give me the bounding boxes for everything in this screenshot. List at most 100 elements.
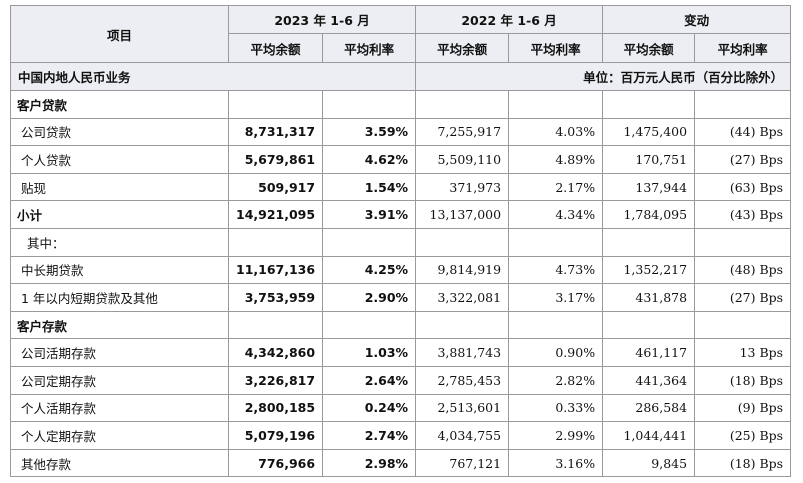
row-label: 个人定期存款 <box>10 421 229 450</box>
cell: 2.17% <box>508 172 604 202</box>
empty-cell <box>602 227 696 257</box>
cell: 2.98% <box>322 448 417 478</box>
cell: 137,944 <box>602 172 696 202</box>
cell: 13,137,000 <box>415 200 510 229</box>
section-row: 中国内地人民币业务 单位：百万元人民币（百分比除外） <box>9 62 792 91</box>
cell: 1,352,217 <box>602 255 696 285</box>
group-header: 变动 <box>602 5 792 34</box>
table-row: 公司定期存款 3,226,817 2.64% 2,785,453 2.82% 441,36… <box>10 365 792 395</box>
empty-cell <box>322 310 417 340</box>
cell: (63) Bps <box>694 172 792 202</box>
row-label: 中长期贷款 <box>10 255 229 285</box>
empty-cell <box>227 90 324 119</box>
empty-cell <box>602 90 696 119</box>
cell: 461,117 <box>602 338 696 367</box>
cell: 1,784,095 <box>602 200 696 229</box>
empty-cell <box>322 90 417 119</box>
empty-cell <box>694 310 792 340</box>
empty-cell <box>415 310 510 340</box>
cell: 0.90% <box>508 338 604 367</box>
cell: (44) Bps <box>694 117 792 147</box>
cell: 4.62% <box>322 145 417 174</box>
cell: 1.54% <box>322 172 417 202</box>
table-row: 个人活期存款 2,800,185 0.24% 2,513,601 0.33% 286,58… <box>10 393 792 423</box>
subheader: 平均利率 <box>322 33 417 63</box>
cell: 14,921,095 <box>227 200 324 229</box>
cell: 3,226,817 <box>227 365 324 395</box>
row-label: 客户贷款 <box>10 90 229 119</box>
cell: 2.82% <box>508 365 604 395</box>
cell: 3.17% <box>508 283 604 312</box>
cell: 5,509,110 <box>415 145 510 174</box>
item-header: 项目 <box>10 5 229 63</box>
table-row: 客户贷款 <box>10 90 792 119</box>
cell: 9,845 <box>602 448 696 478</box>
cell: 2.90% <box>322 283 417 312</box>
subheader-row: 平均余额 平均利率 平均余额 平均利率 平均余额 平均利率 <box>11 33 792 63</box>
subheader: 平均余额 <box>602 33 696 63</box>
empty-cell <box>415 227 510 257</box>
empty-cell <box>508 310 604 340</box>
cell: 4.03% <box>508 117 604 147</box>
cell: 3.16% <box>508 448 604 478</box>
row-label: 其中： <box>10 227 229 257</box>
row-label: 公司活期存款 <box>10 338 229 367</box>
cell: 3,881,743 <box>415 338 510 367</box>
cell: 8,731,317 <box>227 117 324 147</box>
cell: 11,167,136 <box>227 255 324 285</box>
table-row: 其他存款 776,966 2.98% 767,121 3.16% 9,845 (18) Bp… <box>10 448 792 478</box>
cell: 2.64% <box>322 365 417 395</box>
cell: 4,342,860 <box>227 338 324 367</box>
cell: (18) Bps <box>694 448 792 478</box>
cell: (25) Bps <box>694 421 792 450</box>
table-container: 项目 2023 年 1-6 月 2022 年 1-6 月 变动 平均余额 平均利… <box>9 5 792 478</box>
cell: 441,364 <box>602 365 696 395</box>
cell: 0.24% <box>322 393 417 423</box>
cell: 371,973 <box>415 172 510 202</box>
row-label: 客户存款 <box>10 310 229 340</box>
cell: 3.91% <box>322 200 417 229</box>
table-row: 客户存款 <box>10 310 792 340</box>
cell: 2,513,601 <box>415 393 510 423</box>
subheader: 平均余额 <box>415 33 510 63</box>
cell: 4.89% <box>508 145 604 174</box>
cell: 2,800,185 <box>227 393 324 423</box>
cell: 13 Bps <box>694 338 792 367</box>
cell: 286,584 <box>602 393 696 423</box>
section-title: 中国内地人民币业务 <box>9 62 417 91</box>
header-row: 项目 2023 年 1-6 月 2022 年 1-6 月 变动 <box>10 5 792 63</box>
cell: 4.25% <box>322 255 417 285</box>
cell: 776,966 <box>227 448 324 478</box>
empty-cell <box>694 227 792 257</box>
empty-cell <box>508 90 604 119</box>
table-row: 其中： <box>10 227 792 257</box>
empty-cell <box>415 90 510 119</box>
empty-cell <box>322 227 417 257</box>
cell: 2,785,453 <box>415 365 510 395</box>
table-row: 贴现 509,917 1.54% 371,973 2.17% 137,944 (63) Bp… <box>10 172 792 202</box>
cell: 4.73% <box>508 255 604 285</box>
subheader: 平均利率 <box>694 33 792 63</box>
cell: 5,679,861 <box>227 145 324 174</box>
cell: 3,322,081 <box>415 283 510 312</box>
cell: (27) Bps <box>694 145 792 174</box>
row-label: 个人活期存款 <box>10 393 229 423</box>
cell: 3.59% <box>322 117 417 147</box>
cell: (43) Bps <box>694 200 792 229</box>
cell: 431,878 <box>602 283 696 312</box>
cell: 7,255,917 <box>415 117 510 147</box>
rate-table: 项目 2023 年 1-6 月 2022 年 1-6 月 变动 平均余额 平均利… <box>9 5 792 478</box>
cell: 1.03% <box>322 338 417 367</box>
table-row: 小计 14,921,095 3.91% 13,137,000 4.34% 1,784,09… <box>10 200 792 229</box>
cell: (18) Bps <box>694 365 792 395</box>
subheader: 平均余额 <box>227 33 324 63</box>
table-row: 个人定期存款 5,079,196 2.74% 4,034,755 2.99% 1,044,… <box>10 421 792 450</box>
cell: 509,917 <box>227 172 324 202</box>
cell: 5,079,196 <box>227 421 324 450</box>
cell: (9) Bps <box>694 393 792 423</box>
cell: 1,044,441 <box>602 421 696 450</box>
group-header: 2022 年 1-6 月 <box>415 5 604 34</box>
empty-cell <box>508 227 604 257</box>
empty-cell <box>227 310 324 340</box>
